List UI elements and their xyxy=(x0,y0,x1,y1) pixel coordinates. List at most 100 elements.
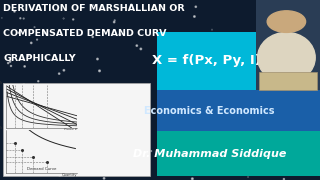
Point xyxy=(298,86,303,89)
Point xyxy=(274,63,279,66)
Point xyxy=(224,118,229,120)
Point xyxy=(112,19,117,22)
Point xyxy=(134,44,140,47)
Point xyxy=(29,41,34,44)
Point xyxy=(91,4,96,6)
Point xyxy=(308,57,313,59)
Point xyxy=(36,80,41,83)
Point xyxy=(18,17,23,20)
Point xyxy=(26,54,31,57)
Point xyxy=(56,120,61,123)
Point xyxy=(71,18,76,21)
Point xyxy=(232,121,237,124)
Point xyxy=(164,145,169,148)
Point xyxy=(95,58,100,60)
Bar xyxy=(259,72,317,90)
Bar xyxy=(3,83,150,176)
Text: Px: Px xyxy=(0,126,3,130)
Point xyxy=(49,88,54,91)
Ellipse shape xyxy=(258,32,315,83)
Point xyxy=(301,91,306,93)
Point xyxy=(162,88,167,91)
Point xyxy=(143,127,148,130)
Point xyxy=(156,136,161,139)
Point xyxy=(254,79,259,82)
Point xyxy=(193,5,198,8)
Point xyxy=(52,135,57,138)
Point xyxy=(171,60,176,63)
Point xyxy=(276,49,281,51)
Text: Px: Px xyxy=(0,81,3,85)
Point xyxy=(200,143,205,146)
Point xyxy=(18,152,23,155)
Point xyxy=(148,150,154,152)
Point xyxy=(12,10,17,13)
Point xyxy=(5,62,11,64)
Point xyxy=(283,62,288,65)
Point xyxy=(241,61,246,64)
Point xyxy=(177,138,182,141)
Point xyxy=(7,60,12,63)
Point xyxy=(101,177,107,180)
Point xyxy=(224,87,229,89)
Point xyxy=(91,89,96,92)
Point xyxy=(190,177,195,180)
Point xyxy=(32,26,37,29)
Text: X = f(Px, Py, I): X = f(Px, Py, I) xyxy=(152,54,261,67)
Point xyxy=(249,172,254,175)
Point xyxy=(98,162,103,165)
Point xyxy=(95,85,100,88)
Bar xyxy=(157,131,320,176)
Point xyxy=(65,118,70,121)
Bar xyxy=(256,0,320,90)
Point xyxy=(231,116,236,119)
Point xyxy=(22,65,27,68)
Point xyxy=(35,38,40,41)
Point xyxy=(292,147,298,150)
Point xyxy=(245,176,251,178)
Point xyxy=(313,135,318,138)
Point xyxy=(57,174,62,177)
Point xyxy=(0,17,4,19)
Bar xyxy=(157,90,320,131)
Point xyxy=(77,135,82,138)
Point xyxy=(288,82,293,85)
Point xyxy=(84,158,89,161)
Point xyxy=(57,72,62,75)
Point xyxy=(231,160,236,163)
Point xyxy=(197,163,202,166)
Point xyxy=(42,133,47,136)
Point xyxy=(43,31,48,34)
Point xyxy=(16,31,21,34)
Point xyxy=(97,69,102,72)
Point xyxy=(12,128,17,131)
Point xyxy=(258,65,263,68)
Text: Good X: Good X xyxy=(64,128,77,132)
Point xyxy=(4,103,9,106)
Point xyxy=(47,102,52,105)
Point xyxy=(281,178,286,180)
Point xyxy=(97,121,102,124)
Point xyxy=(156,65,161,68)
Point xyxy=(103,149,108,152)
Point xyxy=(255,128,260,131)
Point xyxy=(101,154,107,157)
Point xyxy=(201,76,206,79)
Point xyxy=(170,147,175,150)
Text: GRAPHICALLY: GRAPHICALLY xyxy=(3,54,76,63)
Point xyxy=(80,162,85,165)
Point xyxy=(244,50,249,53)
Point xyxy=(90,35,95,38)
Point xyxy=(308,139,313,141)
Point xyxy=(129,3,134,6)
Point xyxy=(47,138,52,140)
Point xyxy=(87,132,92,135)
Text: COMPENSATED DEMAND CURV: COMPENSATED DEMAND CURV xyxy=(3,29,167,38)
Point xyxy=(284,138,289,141)
Point xyxy=(210,28,215,31)
Point xyxy=(8,64,13,67)
Point xyxy=(263,12,268,15)
Point xyxy=(165,120,170,123)
Point xyxy=(189,62,194,65)
Text: DERIVATION OF MARSHALLIAN OR: DERIVATION OF MARSHALLIAN OR xyxy=(3,4,185,13)
